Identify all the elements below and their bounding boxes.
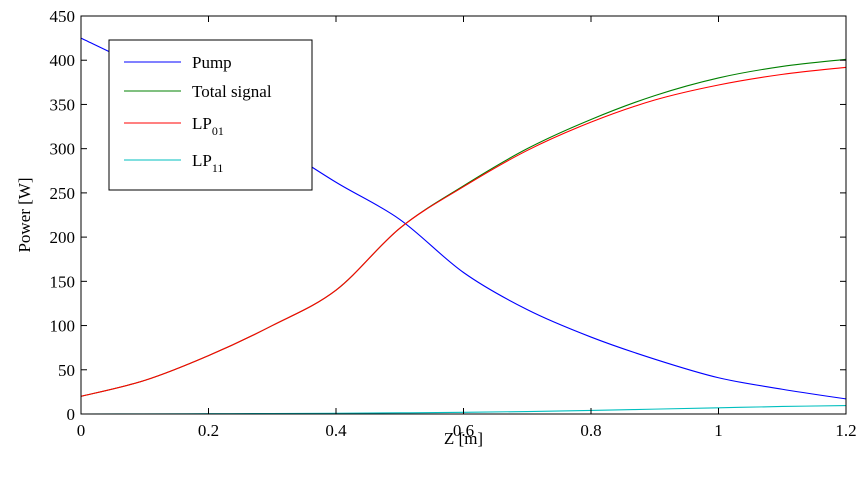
- y-tick-label: 300: [50, 140, 76, 159]
- y-tick-label: 0: [67, 405, 76, 424]
- y-tick-label: 150: [50, 272, 76, 291]
- legend-entry-label: LP01: [192, 114, 224, 138]
- legend-label-main: Total signal: [192, 82, 272, 101]
- x-tick-label: 0.6: [453, 421, 474, 440]
- legend-entry-label: LP11: [192, 151, 223, 175]
- x-axis-label: Z [m]: [444, 429, 483, 448]
- legend-label-main: LP: [192, 114, 212, 133]
- x-tick-label: 0.2: [198, 421, 219, 440]
- y-tick-label: 350: [50, 95, 76, 114]
- x-tick-label: 0.4: [325, 421, 347, 440]
- y-tick-label: 450: [50, 7, 76, 26]
- y-tick-label: 50: [58, 361, 75, 380]
- legend-entry-label: Pump: [192, 53, 232, 72]
- legend-box: [108, 39, 313, 191]
- x-tick-label: 1.2: [835, 421, 856, 440]
- legend-label-main: Pump: [192, 53, 232, 72]
- x-tick-label: 0: [77, 421, 86, 440]
- y-tick-label: 100: [50, 317, 76, 336]
- y-tick-label: 400: [50, 51, 76, 70]
- x-tick-label: 1: [714, 421, 723, 440]
- y-axis-label: Power [W]: [15, 177, 34, 252]
- y-tick-label: 200: [50, 228, 76, 247]
- legend-label-subscript: 11: [212, 161, 224, 175]
- legend-label-main: LP: [192, 151, 212, 170]
- y-tick-label: 250: [50, 184, 76, 203]
- legend-entry-label: Total signal: [192, 82, 272, 101]
- axes: 0 0.2 0.4 0.6 0.8 1 1.2 0 50 100 150 200 250 300 350 40…: [50, 7, 857, 440]
- x-tick-label: 0.8: [580, 421, 601, 440]
- legend-label-subscript: 01: [212, 124, 224, 138]
- series-line-lp01: [80, 66, 847, 397]
